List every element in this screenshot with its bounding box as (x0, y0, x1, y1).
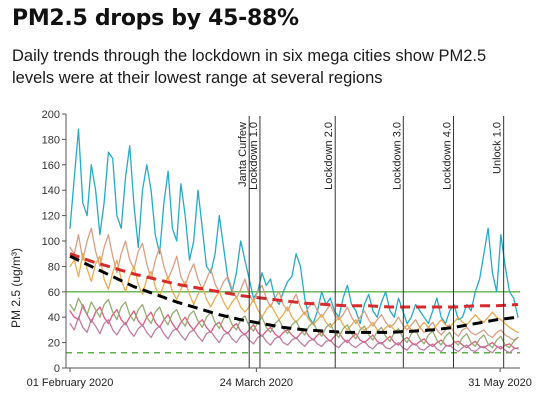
y-tick-label-160: 160 (42, 160, 60, 172)
y-tick-label-80: 80 (48, 261, 60, 273)
series-lines (69, 128, 519, 354)
y-tick-label-60: 60 (48, 287, 60, 299)
chart-subtitle: Daily trends through the lockdown in six… (12, 47, 487, 87)
x-tick-label-3: 31 May 2020 (468, 377, 532, 389)
phase-marker-label-6: Unlock 1.0 (492, 122, 504, 174)
y-tick-label-120: 120 (42, 211, 60, 223)
y-tick-label-140: 140 (42, 185, 60, 197)
axes: 0 20 40 60 80 100 120 140 160 180 200 01 February 2… (27, 109, 532, 389)
y-tick-label-20: 20 (48, 338, 60, 350)
y-tick-label-0: 0 (54, 363, 60, 375)
y-axis-label: PM 2.5 (ug/m³) (9, 248, 23, 328)
y-tick-label-40: 40 (48, 312, 60, 324)
series-line-8 (69, 254, 519, 334)
phase-marker-label-5: Lockdown 4.0 (441, 122, 453, 190)
series-line-5 (69, 316, 519, 354)
y-tick-label-200: 200 (42, 109, 60, 121)
y-tick-label-100: 100 (42, 236, 60, 248)
series-line-6 (69, 297, 519, 349)
series-line-3 (69, 253, 519, 334)
phase-marker-label-2: Lockdown 1.0 (248, 122, 260, 190)
series-line-2 (69, 227, 519, 341)
y-tick-label-180: 180 (42, 134, 60, 146)
phase-marker-label-4: Lockdown 3.0 (391, 122, 403, 190)
x-tick-label-1: 01 February 2020 (27, 377, 114, 389)
x-tick-label-2: 24 March 2020 (220, 377, 293, 389)
series-line-7 (69, 252, 519, 309)
phase-marker-label-3: Lockdown 2.0 (323, 122, 335, 190)
chart-title: PM2.5 drops by 45-88% (12, 6, 299, 31)
phase-marker-label-1: Janta Curfew (237, 122, 249, 187)
series-line-1 (69, 128, 519, 325)
series-line-4 (69, 303, 519, 350)
